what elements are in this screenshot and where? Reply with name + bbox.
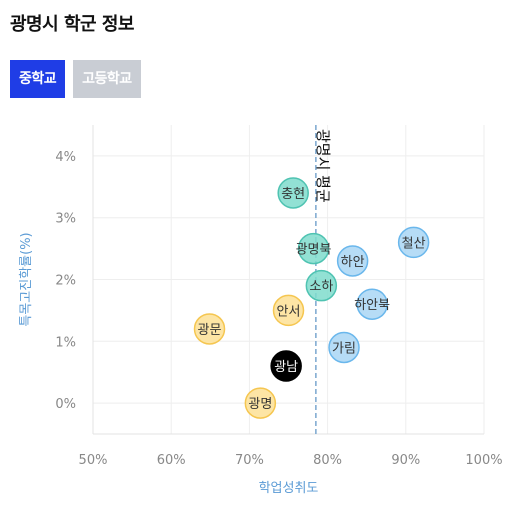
- school-bubble-label: 철산: [402, 236, 426, 251]
- school-bubble-label: 가림: [332, 341, 356, 356]
- x-axis-title: 학업성취도: [259, 481, 319, 496]
- x-tick-label: 60%: [157, 453, 186, 468]
- school-bubble-label: 광문: [198, 323, 222, 338]
- school-bubble: [270, 350, 302, 382]
- school-bubble: [193, 313, 226, 345]
- school-level-tabs: 중학교 고등학교: [10, 60, 141, 98]
- school-bubble: [328, 331, 360, 364]
- school-bubble-label: 하안북: [354, 298, 390, 313]
- school-bubble: [305, 269, 338, 302]
- school-bubble-label: 소하: [309, 280, 333, 295]
- y-tick-label: 3%: [55, 212, 76, 227]
- school-bubble-label: 충현: [281, 187, 305, 202]
- y-tick-label: 2%: [55, 274, 76, 289]
- x-tick-label: 70%: [235, 453, 264, 468]
- school-bubble-label: 하안: [341, 255, 365, 270]
- school-bubble: [397, 226, 430, 259]
- school-bubble-label: 안서: [277, 304, 301, 319]
- school-bubble: [277, 177, 309, 209]
- average-reference-label: 광명시 평균: [314, 129, 332, 203]
- tab-middle-school[interactable]: 중학교: [10, 60, 66, 98]
- school-bubble: [297, 232, 330, 265]
- y-axis-title: 특목고진학률(%): [19, 232, 34, 326]
- x-tick-label: 80%: [313, 453, 342, 468]
- x-tick-label: 100%: [465, 453, 502, 468]
- y-tick-label: 1%: [55, 335, 76, 350]
- school-bubble: [336, 245, 369, 277]
- school-bubble: [356, 288, 388, 320]
- page-title: 광명시 학군 정보: [10, 14, 134, 35]
- x-tick-label: 90%: [391, 453, 420, 468]
- y-tick-label: 4%: [55, 150, 76, 165]
- y-tick-label: 0%: [55, 397, 76, 412]
- x-tick-label: 50%: [79, 453, 108, 468]
- school-bubble: [272, 294, 305, 327]
- school-bubble-label: 광명: [248, 397, 272, 412]
- school-bubble-label: 광남: [274, 360, 298, 375]
- school-bubble-label: 광명북: [296, 243, 332, 258]
- tab-high-school[interactable]: 고등학교: [73, 60, 141, 98]
- school-bubble: [244, 387, 277, 419]
